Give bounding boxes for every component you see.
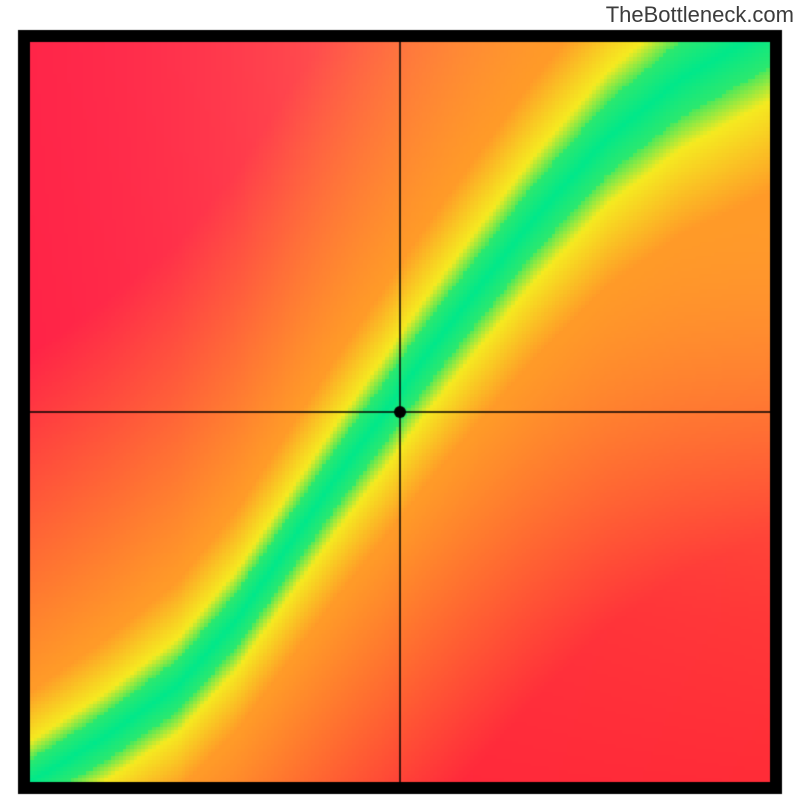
heatmap-canvas bbox=[0, 0, 800, 800]
watermark-text: TheBottleneck.com bbox=[606, 2, 794, 28]
chart-container: TheBottleneck.com bbox=[0, 0, 800, 800]
